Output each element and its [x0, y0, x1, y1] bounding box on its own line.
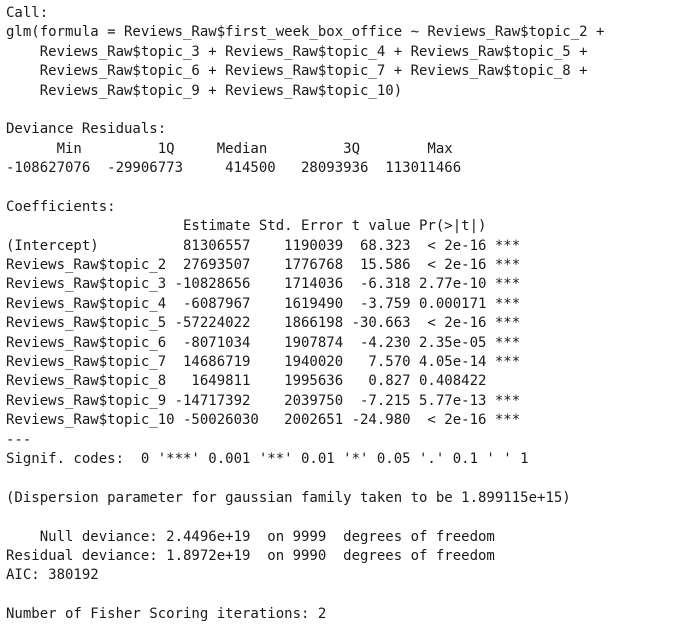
coefficient-row: Reviews_Raw$topic_6 -8071034 1907874 -4.…: [6, 334, 521, 351]
aic-line: AIC: 380192: [6, 567, 99, 584]
coefficient-row: Reviews_Raw$topic_9 -14717392 2039750 -7…: [6, 392, 521, 409]
fisher-iterations-line: Number of Fisher Scoring iterations: 2: [6, 606, 327, 623]
coefficient-row: Reviews_Raw$topic_2 27693507 1776768 15.…: [6, 257, 521, 274]
coefficients-column-headers: Estimate Std. Error t value Pr(>|t|): [6, 218, 521, 235]
signif-codes-line: Signif. codes: 0 '***' 0.001 '**' 0.01 '…: [6, 450, 529, 467]
dispersion-line: (Dispersion parameter for gaussian famil…: [6, 489, 571, 506]
blank-line: [6, 508, 679, 527]
deviance-residuals-header: Deviance Residuals:: [6, 121, 167, 138]
blank-line: [6, 179, 679, 198]
blank-line: [6, 469, 679, 488]
coefficient-row: Reviews_Raw$topic_7 14686719 1940020 7.5…: [6, 354, 521, 371]
coefficient-row: Reviews_Raw$topic_5 -57224022 1866198 -3…: [6, 315, 521, 332]
null-deviance-line: Null deviance: 2.4496e+19 on 9999 degree…: [6, 528, 495, 545]
coefficient-row: Reviews_Raw$topic_8 1649811 1995636 0.82…: [6, 373, 521, 390]
coefficient-row: Reviews_Raw$topic_3 -10828656 1714036 -6…: [6, 276, 521, 293]
residual-deviance-line: Residual deviance: 1.8972e+19 on 9990 de…: [6, 547, 495, 564]
call-line: Reviews_Raw$topic_3 + Reviews_Raw$topic_…: [6, 43, 588, 60]
call-line: glm(formula = Reviews_Raw$first_week_box…: [6, 24, 605, 41]
blank-line: [6, 101, 679, 120]
coefficients-header: Coefficients:: [6, 198, 116, 215]
separator-line: ---: [6, 431, 32, 448]
coefficient-row: Reviews_Raw$topic_4 -6087967 1619490 -3.…: [6, 295, 521, 312]
deviance-residuals-labels: Min 1Q Median 3Q Max: [6, 140, 453, 157]
call-line: Reviews_Raw$topic_9 + Reviews_Raw$topic_…: [6, 82, 403, 99]
deviance-residuals-values: -108627076 -29906773 414500 28093936 113…: [6, 160, 462, 177]
call-header: Call:: [6, 5, 49, 21]
call-line: Reviews_Raw$topic_6 + Reviews_Raw$topic_…: [6, 63, 588, 80]
coefficient-row: (Intercept) 81306557 1190039 68.323 < 2e…: [6, 237, 521, 254]
blank-line: [6, 586, 679, 605]
coefficient-row: Reviews_Raw$topic_10 -50026030 2002651 -…: [6, 412, 521, 429]
